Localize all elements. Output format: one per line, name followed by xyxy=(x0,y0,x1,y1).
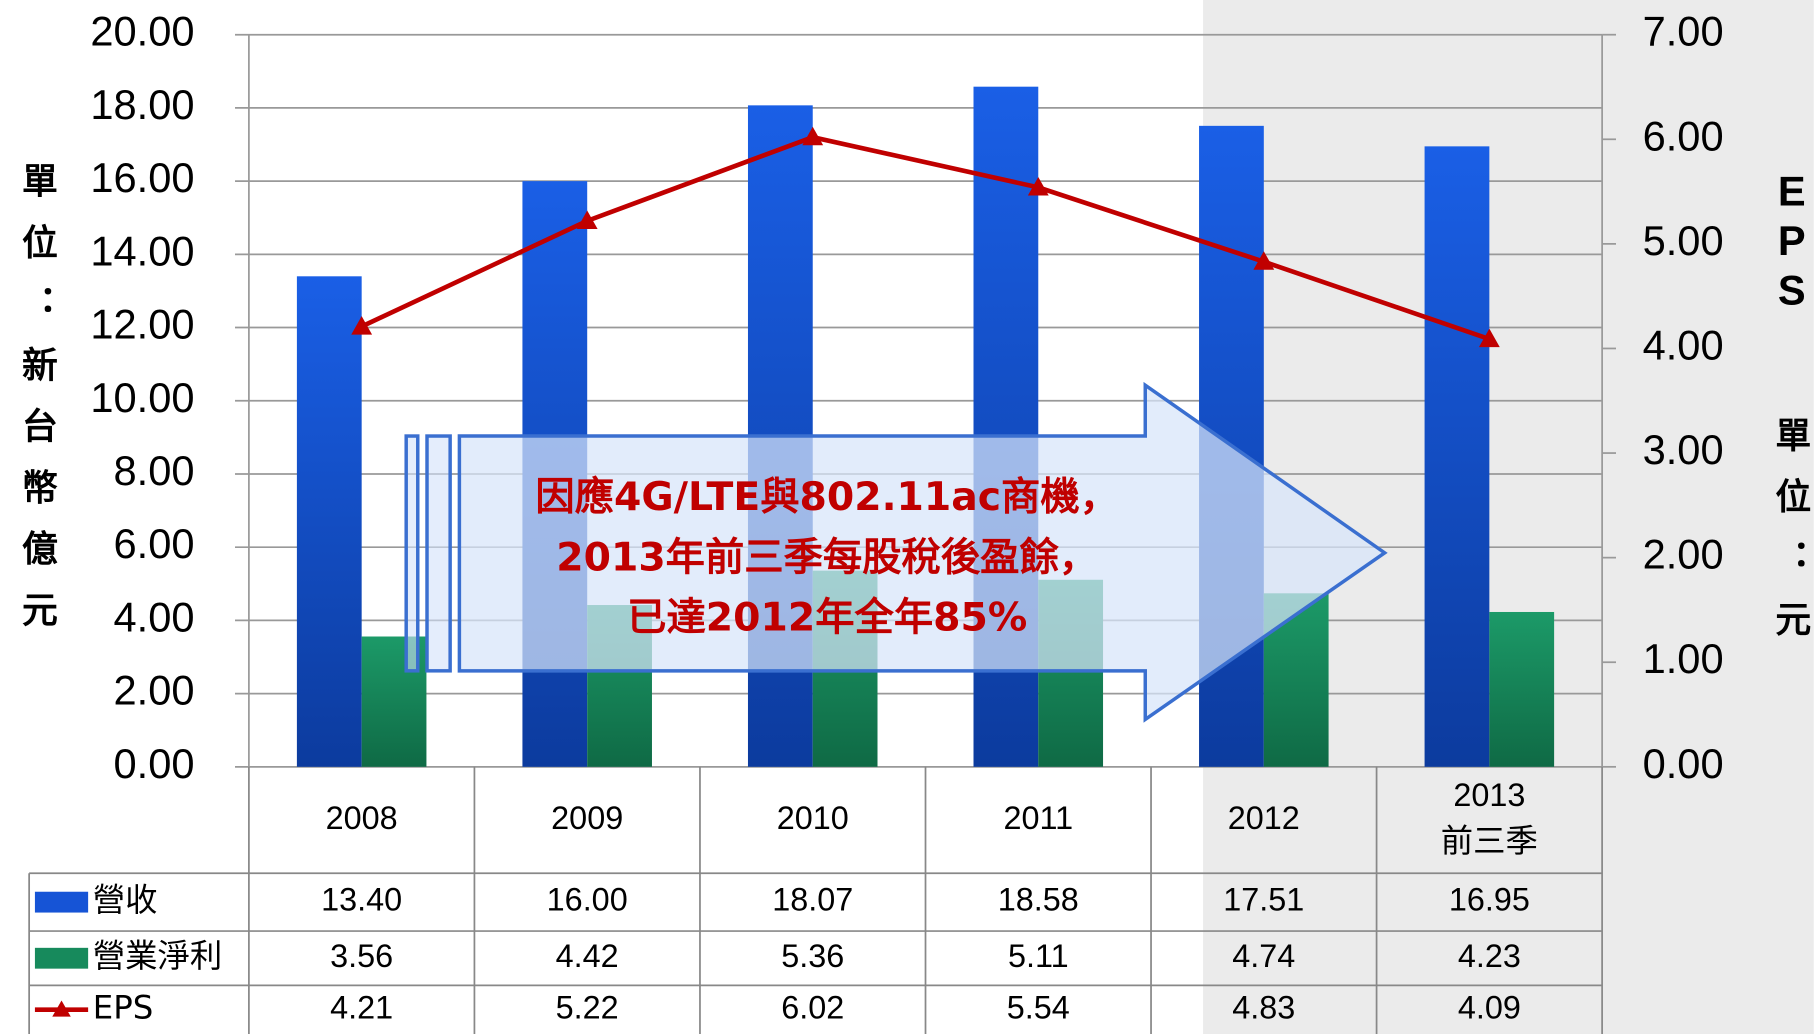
x-tick-line: 2012 xyxy=(1228,800,1300,836)
y2-tick-label: 0.00 xyxy=(1643,740,1724,787)
eps-marker xyxy=(1027,176,1049,196)
table-value: 16.95 xyxy=(1449,882,1530,918)
table-value: 4.23 xyxy=(1458,938,1521,974)
x-tick-line: 2010 xyxy=(777,800,849,836)
y-tick-label: 14.00 xyxy=(90,227,194,274)
table-value: 5.11 xyxy=(1008,938,1069,974)
eps-marker xyxy=(576,210,598,229)
y2-tick-label: 2.00 xyxy=(1643,531,1724,578)
grid: 0.00 2.00 4.00 6.00 8.00 10.00 12.00 14.00 16.00… xyxy=(90,8,1723,787)
y-tick-label: 12.00 xyxy=(90,301,194,348)
eps-marker xyxy=(351,316,373,335)
y-tick-label: 10.00 xyxy=(90,374,194,421)
y-tick-label: 18.00 xyxy=(90,81,194,128)
table-value: 17.51 xyxy=(1223,882,1304,918)
table-value: 5.22 xyxy=(556,989,619,1025)
arrow-callout xyxy=(404,381,1388,723)
eps-marker xyxy=(802,126,824,146)
legend-label: 營業淨利 xyxy=(93,937,223,975)
table-value: 5.36 xyxy=(781,938,844,974)
y-tick-label: 4.00 xyxy=(114,593,195,640)
table-value: 5.54 xyxy=(1007,989,1070,1025)
table-value: 13.40 xyxy=(321,882,402,918)
y-tick-label: 20.00 xyxy=(90,8,194,55)
bar xyxy=(1424,146,1490,767)
arrow-stripe xyxy=(404,434,420,673)
eps-marker xyxy=(1253,251,1275,270)
x-tick-label: 2013 前三季 xyxy=(1441,776,1538,858)
annotation: 因應4G/LTE與802.11ac商機， 2013年前三季每股稅後盈餘， 已達201… xyxy=(535,474,1119,640)
y2-tick-label: 4.00 xyxy=(1643,321,1724,368)
annotation-line: 2013年前三季每股稅後盈餘， xyxy=(556,535,1098,580)
eps-line xyxy=(360,134,1491,342)
y2-tick-label: 5.00 xyxy=(1643,217,1724,264)
table-value: 4.83 xyxy=(1232,989,1295,1025)
x-tick-line: 2013 xyxy=(1453,776,1525,812)
y-axis-label: 單位：新台幣億元 xyxy=(16,162,58,652)
arrow-stripe xyxy=(425,434,452,673)
legend-swatch xyxy=(34,891,89,913)
bar xyxy=(1489,611,1555,767)
y-tick-label: 6.00 xyxy=(114,520,195,567)
x-tick-label: 2011 xyxy=(1003,800,1073,836)
table-value: 16.00 xyxy=(547,882,628,918)
x-tick-line: 2009 xyxy=(551,800,623,836)
table-value: 4.74 xyxy=(1232,938,1295,974)
table-value: 6.02 xyxy=(781,989,844,1025)
x-tick-line: 2011 xyxy=(1003,800,1073,836)
y2-tick-label: 7.00 xyxy=(1643,8,1724,55)
y2-tick-label: 6.00 xyxy=(1643,112,1724,159)
table-value: 4.09 xyxy=(1458,989,1521,1025)
y2-axis-label: 單位：元 xyxy=(1769,416,1811,661)
y-tick-label: 2.00 xyxy=(114,667,195,714)
table-value: 4.42 xyxy=(556,938,619,974)
y2-tick-label: 1.00 xyxy=(1643,635,1724,682)
x-tick-label: 2012 xyxy=(1228,800,1300,836)
table-value: 18.58 xyxy=(998,882,1079,918)
x-tick-label: 2010 xyxy=(777,800,849,836)
y-tick-label: 8.00 xyxy=(114,447,195,494)
x-tick-line: 前三季 xyxy=(1441,823,1538,859)
arrow xyxy=(457,381,1388,723)
y2-tick-label: 3.00 xyxy=(1643,426,1724,473)
bar xyxy=(296,276,362,767)
table-value: 18.07 xyxy=(772,882,853,918)
legend-label: 營收 xyxy=(93,881,158,919)
eps-marker xyxy=(1478,328,1500,348)
annotation-line: 因應4G/LTE與802.11ac商機， xyxy=(535,474,1119,520)
y-tick-label: 0.00 xyxy=(114,740,195,787)
y-tick-label: 16.00 xyxy=(90,154,194,201)
table-value: 4.21 xyxy=(330,989,393,1025)
x-tick-label: 2009 xyxy=(551,800,623,836)
x-tick-label: 2008 xyxy=(326,800,398,836)
legend-label: EPS xyxy=(93,989,154,1027)
x-tick-line: 2008 xyxy=(326,800,398,836)
legend-swatch xyxy=(34,947,89,969)
annotation-line: 已達2012年全年85% xyxy=(627,594,1027,640)
legend-swatch xyxy=(52,1000,71,1017)
table-value: 3.56 xyxy=(330,938,393,974)
y2-axis-title: EPS xyxy=(1768,168,1814,316)
